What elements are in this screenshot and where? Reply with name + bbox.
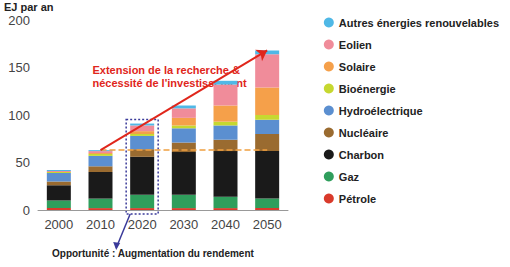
svg-text:Solaire: Solaire [339, 61, 376, 73]
svg-text:Gaz: Gaz [339, 171, 360, 183]
svg-text:2010: 2010 [86, 217, 115, 232]
svg-text:2030: 2030 [169, 217, 198, 232]
svg-text:100: 100 [8, 108, 30, 123]
svg-text:Hydroélectrique: Hydroélectrique [339, 105, 423, 117]
svg-text:2020: 2020 [128, 217, 157, 232]
svg-text:Autres énergies renouvelables: Autres énergies renouvelables [339, 17, 499, 29]
svg-text:50: 50 [16, 155, 30, 170]
svg-text:EJ par an: EJ par an [4, 1, 54, 13]
svg-text:2050: 2050 [253, 217, 282, 232]
svg-text:200: 200 [8, 13, 30, 28]
svg-text:Opportunité : Augmentation du: Opportunité : Augmentation du rendement [52, 248, 255, 259]
svg-text:2000: 2000 [44, 217, 73, 232]
svg-text:2040: 2040 [211, 217, 240, 232]
svg-text:Eolien: Eolien [339, 39, 372, 51]
svg-text:Charbon: Charbon [339, 149, 385, 161]
svg-text:0: 0 [23, 203, 30, 218]
svg-text:150: 150 [8, 60, 30, 75]
svg-text:Bioénergie: Bioénergie [339, 83, 396, 95]
svg-text:nécessité de l'investissement: nécessité de l'investissement [92, 76, 247, 89]
svg-text:Pétrole: Pétrole [339, 193, 376, 205]
svg-text:Nucléaire: Nucléaire [339, 127, 389, 139]
svg-text:Extension de la recherche &: Extension de la recherche & [93, 64, 243, 76]
